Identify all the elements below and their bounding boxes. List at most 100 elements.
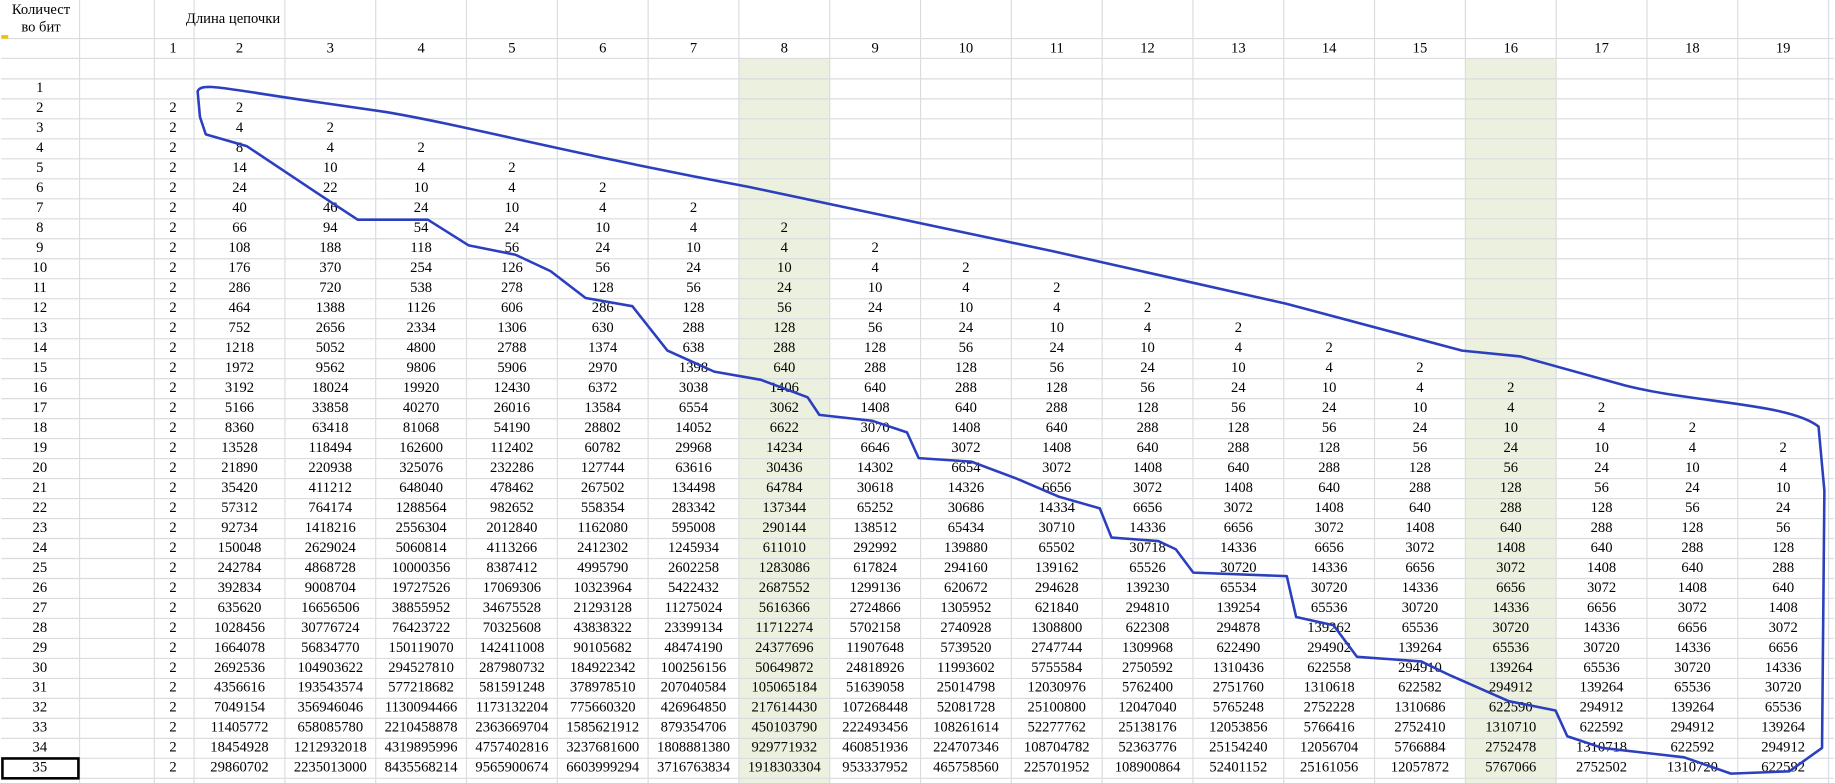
cell-value: 640	[1227, 460, 1249, 476]
cell-value: 638	[683, 340, 705, 356]
cell-value: 9562	[316, 360, 345, 376]
cell-value: 294160	[944, 560, 988, 576]
cell-value: 225701952	[1024, 760, 1090, 776]
cell-value: 6646	[861, 440, 890, 456]
cell-value: 622308	[1126, 620, 1170, 636]
cell-value: 6656	[1769, 640, 1798, 656]
corner-header: во бит	[21, 19, 61, 35]
cell-value: 10323964	[574, 580, 633, 596]
cell-value: 10	[323, 160, 338, 176]
cell-value: 10	[1685, 460, 1700, 476]
cell-value: 128	[1681, 520, 1703, 536]
cell-value: 56	[686, 280, 701, 296]
cell-value: 1173132204	[476, 700, 549, 716]
cell-value: 2	[169, 380, 176, 396]
cell-value: 7049154	[214, 700, 266, 716]
cell-value: 162600	[399, 440, 443, 456]
row-label: 34	[33, 740, 48, 756]
cell-value: 577218682	[388, 680, 454, 696]
cell-value: 1028456	[214, 620, 265, 636]
cell-value: 1130094466	[385, 700, 457, 716]
row-label: 19	[33, 440, 48, 456]
cell-value: 2	[169, 420, 176, 436]
cell-value: 2	[169, 440, 176, 456]
cell-value: 288	[1591, 520, 1613, 536]
cell-value: 29968	[675, 440, 711, 456]
column-header: 17	[1594, 40, 1609, 56]
cell-value: 9806	[407, 360, 436, 376]
cell-value: 13584	[584, 400, 621, 416]
cell-value: 10	[595, 220, 610, 236]
cell-value: 288	[1409, 480, 1431, 496]
cell-value: 3072	[1496, 560, 1525, 576]
cell-value: 14336	[1129, 520, 1165, 536]
cell-value: 2687552	[759, 580, 810, 596]
cell-value: 288	[773, 340, 795, 356]
cell-value: 107268448	[842, 700, 908, 716]
cell-value: 630	[592, 320, 614, 336]
cell-value: 1245934	[668, 540, 720, 556]
cell-value: 288	[1772, 560, 1794, 576]
cell-value: 9008704	[305, 580, 357, 596]
cell-value: 76423722	[392, 620, 450, 636]
cell-value: 283342	[672, 500, 716, 516]
cell-value: 1309968	[1122, 640, 1173, 656]
cell-value: 1288564	[396, 500, 448, 516]
cell-value: 3237681600	[566, 740, 639, 756]
cell-value: 25154240	[1209, 740, 1267, 756]
cell-value: 92734	[221, 520, 258, 536]
selected-cell[interactable]	[1, 757, 80, 780]
cell-value: 5166	[225, 400, 254, 416]
cell-value: 6656	[1405, 560, 1434, 576]
cell-value: 635620	[218, 600, 262, 616]
row-label: 31	[33, 680, 48, 696]
cell-value: 953337952	[842, 760, 908, 776]
cell-value: 720	[319, 280, 341, 296]
cell-value: 1310436	[1213, 660, 1264, 676]
cell-value: 54	[414, 220, 429, 236]
column-header: 3	[327, 40, 334, 56]
cell-value: 14336	[1583, 620, 1619, 636]
cell-value: 30686	[948, 500, 984, 516]
cell-value: 2	[1689, 420, 1696, 436]
cell-value: 370	[319, 260, 341, 276]
cell-value: 1398	[679, 360, 708, 376]
cell-value: 5060814	[396, 540, 448, 556]
cell-value: 465758560	[933, 760, 999, 776]
cell-value: 1310686	[1394, 700, 1445, 716]
cell-value: 4	[1053, 300, 1061, 316]
cell-value: 65536	[1402, 620, 1438, 636]
cell-value: 35420	[221, 480, 257, 496]
cell-value: 611010	[763, 540, 806, 556]
cell-value: 1299136	[850, 580, 901, 596]
cell-value: 21890	[221, 460, 257, 476]
cell-value: 2	[169, 700, 176, 716]
cell-value: 23399134	[664, 620, 723, 636]
column-header: 7	[690, 40, 697, 56]
row-label: 7	[36, 200, 43, 216]
cell-value: 1808881380	[657, 740, 730, 756]
cell-value: 640	[773, 360, 795, 376]
cell-value: 220938	[308, 460, 352, 476]
cell-value: 1306	[497, 320, 526, 336]
cell-value: 1126	[407, 300, 436, 316]
cell-value: 24	[868, 300, 883, 316]
cell-value: 294912	[1670, 720, 1714, 736]
cell-value: 3038	[679, 380, 708, 396]
cell-value: 294628	[1035, 580, 1079, 596]
cell-value: 2	[169, 140, 176, 156]
cell-value: 2750592	[1122, 660, 1173, 676]
cell-value: 2	[169, 180, 176, 196]
cell-value: 558354	[581, 500, 625, 516]
cell-value: 12430	[494, 380, 530, 396]
cell-value: 52277762	[1028, 720, 1086, 736]
cell-value: 50649872	[755, 660, 813, 676]
cell-value: 1283086	[759, 560, 810, 576]
cell-value: 10	[1503, 420, 1518, 436]
cell-value: 2	[690, 200, 697, 216]
cell-value: 6554	[679, 400, 709, 416]
cell-value: 6372	[588, 380, 617, 396]
cell-value: 128	[1318, 440, 1340, 456]
cell-value: 6656	[1678, 620, 1707, 636]
cell-value: 139264	[1398, 640, 1442, 656]
